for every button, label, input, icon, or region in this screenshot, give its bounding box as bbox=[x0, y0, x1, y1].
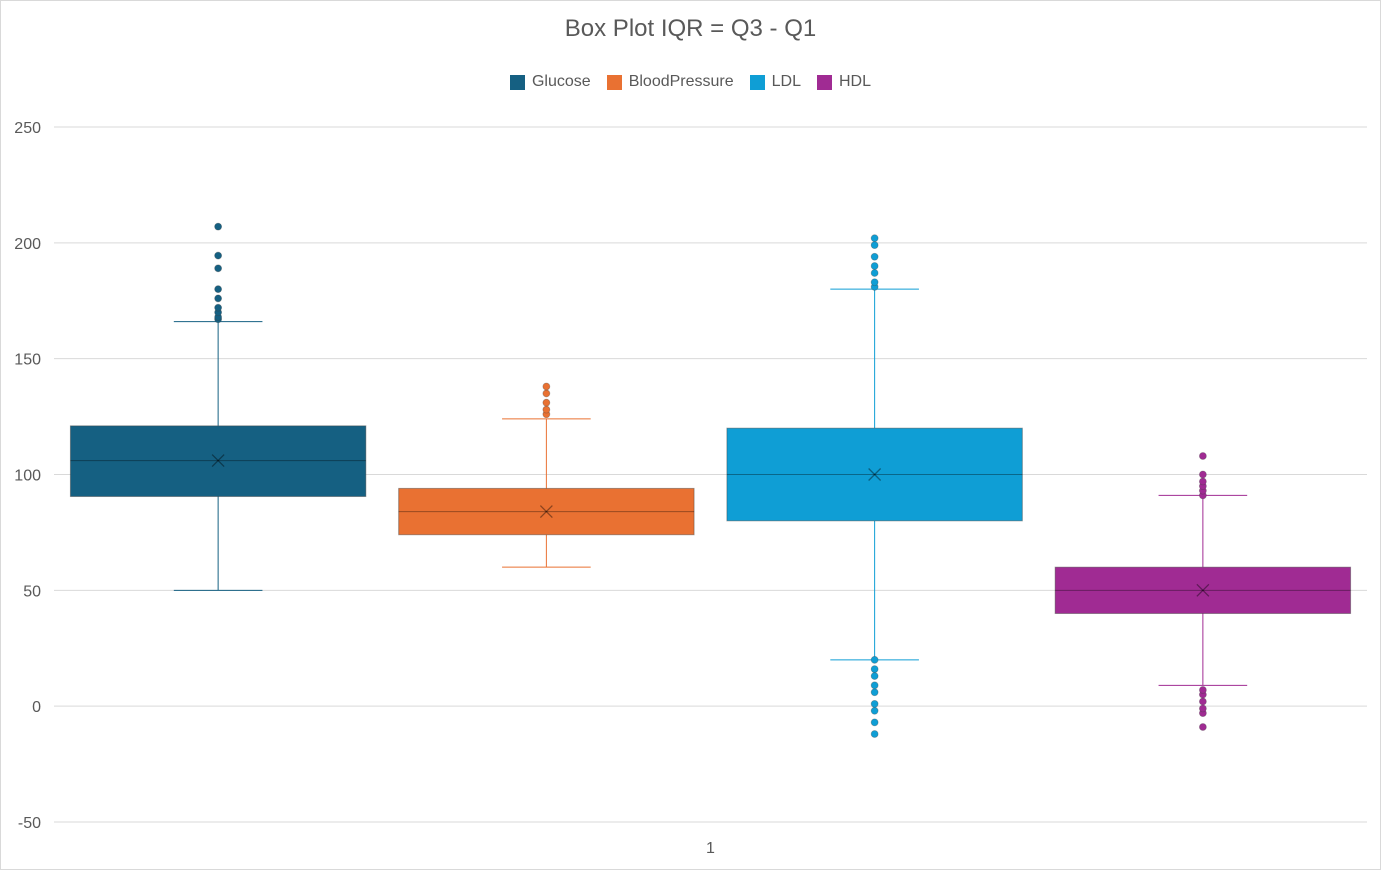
outlier-point-glucose bbox=[214, 285, 223, 294]
mean-marker-hdl bbox=[1196, 583, 1210, 597]
box-bloodpressure bbox=[398, 487, 695, 536]
outlier-point-ldl bbox=[870, 234, 879, 243]
legend-label-hdl: HDL bbox=[839, 73, 872, 90]
legend: Glucose BloodPressure LDL HDL bbox=[1, 73, 1380, 91]
mean-marker-stroke bbox=[1196, 583, 1210, 597]
legend-swatch-bloodpressure bbox=[606, 74, 622, 90]
outlier-point-glucose bbox=[214, 264, 223, 273]
outlier-point-hdl bbox=[1198, 452, 1207, 460]
outlier-point-ldl bbox=[870, 730, 879, 738]
legend-swatch-glucose bbox=[509, 74, 525, 90]
box-ldl bbox=[726, 427, 1023, 522]
mean-marker-stroke bbox=[539, 505, 553, 519]
outlier-point-bloodpressure bbox=[542, 405, 551, 414]
mean-marker-stroke bbox=[211, 454, 225, 468]
outlier-point-ldl bbox=[870, 718, 879, 727]
mean-marker-stroke bbox=[868, 468, 882, 481]
legend-label-ldl: LDL bbox=[771, 73, 801, 90]
y-tick-label: -50 bbox=[18, 815, 41, 832]
outlier-point-bloodpressure bbox=[542, 398, 551, 407]
x-tick-label: 1 bbox=[706, 840, 715, 857]
outlier-point-hdl bbox=[1198, 686, 1207, 694]
outlier-point-ldl bbox=[870, 681, 879, 690]
mean-marker-bloodpressure bbox=[539, 505, 553, 519]
outlier-point-ldl bbox=[870, 688, 879, 697]
legend-swatch-ldl bbox=[749, 74, 765, 90]
outlier-point-ldl bbox=[870, 665, 879, 673]
y-tick-label: 0 bbox=[32, 699, 41, 716]
mean-marker-stroke bbox=[211, 454, 225, 468]
outlier-point-hdl bbox=[1198, 470, 1207, 479]
outlier-point-glucose bbox=[214, 222, 223, 231]
outlier-point-ldl bbox=[870, 699, 879, 708]
mean-marker-stroke bbox=[868, 468, 882, 481]
legend-item-glucose: Glucose bbox=[509, 73, 591, 91]
outlier-point-ldl bbox=[870, 241, 879, 250]
legend-label-bloodpressure: BloodPressure bbox=[628, 73, 734, 90]
outlier-point-ldl bbox=[870, 262, 879, 270]
outlier-point-ldl bbox=[870, 278, 879, 287]
legend-item-bloodpressure: BloodPressure bbox=[606, 73, 734, 91]
mean-marker-glucose bbox=[211, 454, 225, 468]
y-tick-label: 100 bbox=[14, 468, 41, 485]
y-tick-label: 150 bbox=[14, 352, 41, 369]
legend-item-hdl: HDL bbox=[817, 73, 871, 91]
mean-marker-stroke bbox=[539, 505, 553, 519]
outlier-point-hdl bbox=[1198, 477, 1207, 486]
box-glucose bbox=[69, 425, 367, 498]
outlier-point-ldl bbox=[870, 655, 879, 664]
y-tick-label: 200 bbox=[14, 236, 41, 253]
legend-swatch-hdl bbox=[817, 74, 832, 90]
outlier-point-ldl bbox=[870, 252, 879, 261]
outlier-point-hdl bbox=[1198, 704, 1207, 713]
outlier-point-ldl bbox=[870, 672, 879, 680]
y-tick-label: 50 bbox=[23, 583, 41, 600]
outlier-point-glucose bbox=[214, 303, 223, 312]
box-hdl bbox=[1054, 566, 1352, 615]
outlier-point-hdl bbox=[1198, 723, 1207, 731]
outlier-point-glucose bbox=[214, 251, 223, 260]
outlier-point-bloodpressure bbox=[542, 389, 551, 398]
y-tick-label: 250 bbox=[14, 120, 41, 137]
mean-marker-stroke bbox=[1196, 583, 1210, 597]
chart-title: Box Plot IQR = Q3 - Q1 bbox=[564, 15, 817, 42]
mean-marker-ldl bbox=[868, 468, 882, 481]
outlier-point-glucose bbox=[214, 294, 223, 303]
outlier-point-ldl bbox=[870, 269, 879, 277]
outlier-point-bloodpressure bbox=[542, 382, 551, 391]
legend-label-glucose: Glucose bbox=[531, 73, 591, 90]
outlier-point-ldl bbox=[870, 706, 879, 715]
outlier-point-hdl bbox=[1198, 697, 1207, 706]
legend-item-ldl: LDL bbox=[749, 73, 801, 91]
